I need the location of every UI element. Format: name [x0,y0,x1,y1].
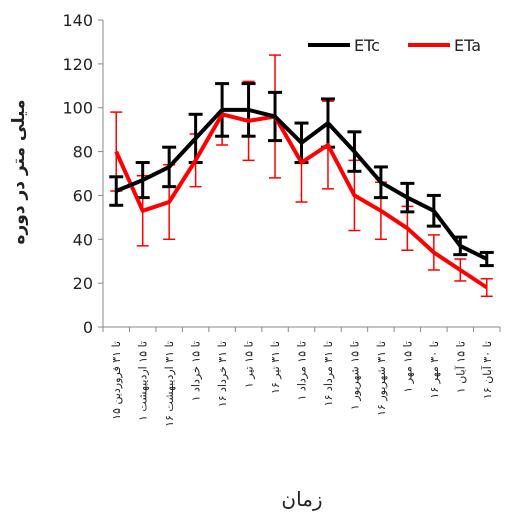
y-tick-label: 60 [73,186,93,205]
x-tick-label: ۱ تا ۱۵ اردیبهشت [137,341,150,421]
tick-labels: 0 20 40 60 80 100 120 140 ۱۵ تا ۳۱ فروردین ۱ تا ۱… [62,11,493,427]
x-tick-label: ۱۵ تا ۳۱ فروردین [110,341,123,420]
axes [98,19,501,332]
x-tick-label: ۱۶ تا ۳۱ مرداد [322,341,335,406]
series-lines [114,107,488,290]
y-tick-label: 80 [73,143,93,162]
series-line-etc [115,107,488,261]
y-tick-label: 20 [73,274,93,293]
x-tick-label: ۱۶ تا ۳۰ مهر [428,341,441,399]
x-tick-label: ۱ تا ۱۵ مرداد [296,341,309,400]
x-tick-label: ۱ تا ۱۵ آبان [453,341,467,393]
x-tick-label: ۱ تا ۱۵ مهر [401,341,414,393]
legend-label-etc: ETc [354,36,380,55]
y-axis-title: میلی متر در دوره [9,99,29,244]
x-tick-label: ۱۶ تا ۳۰ آبان [480,341,494,399]
x-tick-label: ۱ تا ۱۵ تیر [243,341,256,388]
legend-label-eta: ETa [454,36,481,55]
x-tick-label: ۱ تا ۱۵ شهریور [348,341,361,410]
x-tick-label: ۱۶ تا ۳۱ تیر [269,341,282,394]
x-axis-title: زمان [281,487,322,511]
y-tick-label: 100 [62,99,93,118]
legend: ETc ETa [308,36,481,55]
x-tick-label: ۱۶ تا ۳۱ شهریور [375,341,388,416]
series-line-eta [114,112,488,290]
x-tick-label: ۱ تا ۱۵ خرداد [190,341,203,401]
y-tick-label: 140 [62,11,93,30]
y-tick-label: 40 [73,230,93,249]
y-tick-label: 120 [62,55,93,74]
y-tick-label: 0 [83,318,93,337]
x-tick-label: ۱۶ تا ۳۱ خرداد [216,341,229,407]
x-tick-label: ۱۶ تا ۳۱ اردیبهشت [163,341,176,427]
error-bars [109,54,494,298]
